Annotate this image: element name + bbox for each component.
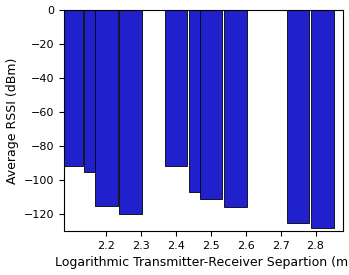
Bar xyxy=(287,10,310,223)
X-axis label: Logarithmic Transmitter-Receiver Separtion (m): Logarithmic Transmitter-Receiver Separti… xyxy=(55,257,349,269)
Bar xyxy=(119,10,142,214)
Bar xyxy=(200,10,222,199)
Bar xyxy=(224,10,247,207)
Bar xyxy=(189,10,212,192)
Bar xyxy=(95,10,118,206)
Bar xyxy=(311,10,334,228)
Y-axis label: Average RSSI (dBm): Average RSSI (dBm) xyxy=(6,57,18,183)
Bar xyxy=(165,10,187,166)
Bar xyxy=(60,10,83,166)
Bar xyxy=(84,10,107,172)
